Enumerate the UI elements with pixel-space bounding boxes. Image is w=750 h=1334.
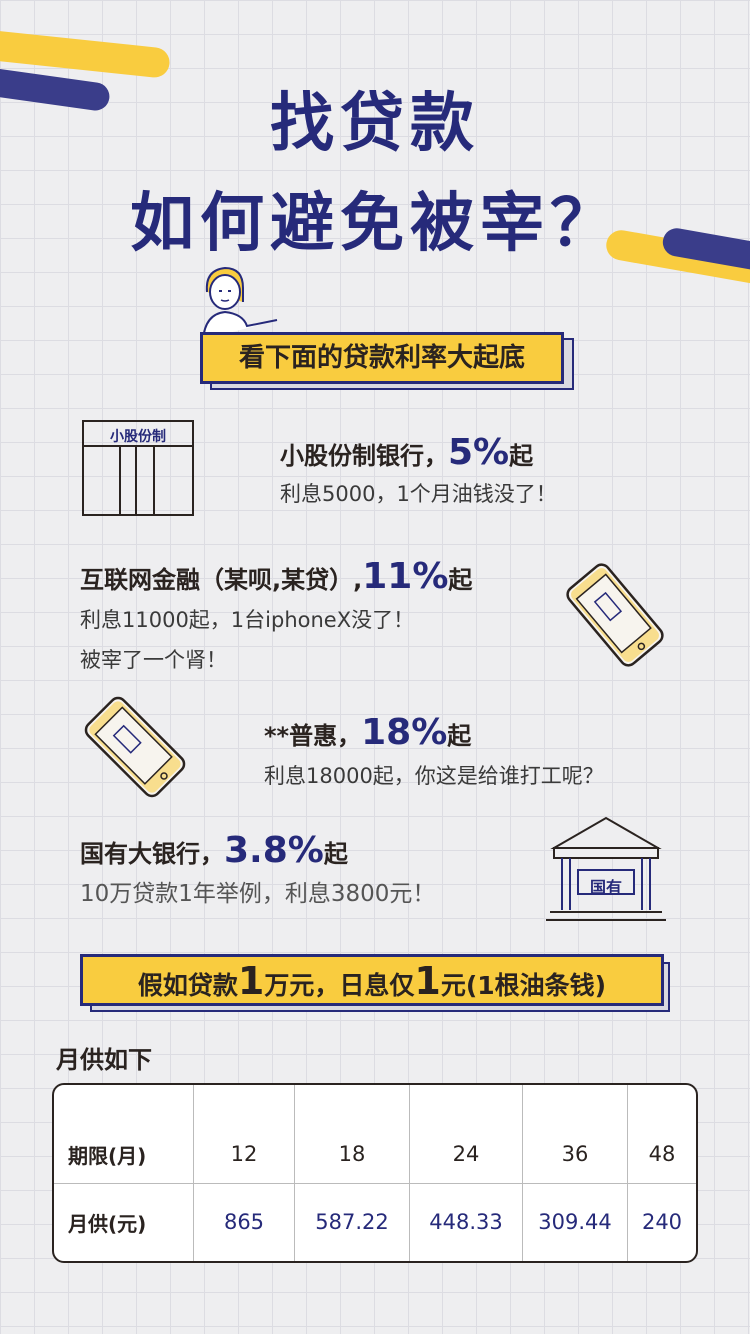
item-1-line1: 利息5000，1个月油钱没了！ bbox=[280, 482, 557, 506]
table-row: 期限(月) 12 18 24 36 48 bbox=[54, 1085, 696, 1184]
item-3-rate: 18% bbox=[361, 712, 448, 753]
bank-table-icon bbox=[82, 420, 194, 516]
item-2-line2: 被宰了一个肾！ bbox=[80, 648, 227, 672]
item-4-title: 国有大银行， bbox=[80, 840, 224, 868]
item-2-rate: 11% bbox=[362, 556, 449, 597]
table-row-label-term: 期限(月) bbox=[54, 1085, 194, 1184]
payment-cell: 309.44 bbox=[522, 1183, 628, 1261]
item-2-title-row: 互联网金融（某呗,某贷）,11%起 bbox=[80, 556, 472, 597]
loan-banner-text: 假如贷款1万元，日息仅1元(1根油条钱) bbox=[83, 957, 661, 1013]
page-title-line1: 找贷款 bbox=[270, 87, 480, 161]
table-row-label-payment: 月供(元) bbox=[54, 1183, 194, 1261]
term-cell: 24 bbox=[409, 1085, 523, 1184]
term-cell: 48 bbox=[627, 1085, 696, 1184]
item-3-title-row: **普惠，18%起 bbox=[264, 712, 471, 753]
item-1-title: 小股份制银行， bbox=[280, 442, 448, 470]
payment-table: 期限(月) 12 18 24 36 48 月供(元) 865 587.22 44… bbox=[54, 1085, 696, 1261]
intro-banner-text: 看下面的贷款利率大起底 bbox=[238, 343, 525, 373]
loan-banner: 假如贷款1万元，日息仅1元(1根油条钱) bbox=[80, 954, 664, 1006]
item-1-title-row: 小股份制银行，5%起 bbox=[280, 432, 533, 473]
payment-cell: 865 bbox=[193, 1183, 295, 1261]
item-2-line1: 利息11000起，1台iphoneX没了！ bbox=[80, 608, 415, 632]
term-cell: 18 bbox=[294, 1085, 410, 1184]
term-cell: 12 bbox=[193, 1085, 295, 1184]
term-cell: 36 bbox=[522, 1085, 628, 1184]
item-1-rate: 5% bbox=[448, 432, 510, 473]
item-3-line1: 利息18000起，你这是给谁打工呢？ bbox=[264, 764, 604, 788]
item-4-line1: 10万贷款1年举例，利息3800元！ bbox=[80, 881, 436, 907]
bank-building-label: 国有 bbox=[589, 878, 622, 897]
phone-icon-2 bbox=[84, 696, 186, 798]
item-4-suffix: 起 bbox=[323, 840, 348, 868]
bank-building-icon bbox=[546, 816, 666, 921]
phone-icon bbox=[566, 563, 664, 667]
page-title-line2: 如何避免被宰？ bbox=[130, 187, 620, 261]
item-2-title: 互联网金融（某呗,某贷）, bbox=[80, 566, 363, 594]
item-2-suffix: 起 bbox=[448, 566, 473, 594]
item-4-rate: 3.8% bbox=[224, 830, 324, 871]
bank-table-label: 小股份制 bbox=[110, 429, 166, 445]
loan-banner-num1: 1 bbox=[237, 959, 265, 1003]
payment-table-frame: 期限(月) 12 18 24 36 48 月供(元) 865 587.22 44… bbox=[52, 1083, 698, 1263]
item-3-title: **普惠， bbox=[264, 722, 362, 750]
loan-banner-num2: 1 bbox=[414, 959, 441, 1003]
item-4-title-row: 国有大银行，3.8%起 bbox=[80, 830, 348, 871]
loan-banner-part3: 元(1根油条钱) bbox=[440, 971, 607, 1000]
loan-banner-part1: 假如贷款 bbox=[137, 971, 238, 1000]
person-pointing-icon bbox=[202, 266, 278, 341]
loan-banner-part2: 万元，日息仅 bbox=[264, 971, 415, 1000]
table-heading: 月供如下 bbox=[56, 1046, 152, 1074]
table-row: 月供(元) 865 587.22 448.33 309.44 240 bbox=[54, 1183, 696, 1261]
item-3-suffix: 起 bbox=[447, 722, 472, 750]
intro-banner: 看下面的贷款利率大起底 bbox=[200, 332, 564, 384]
payment-cell: 448.33 bbox=[409, 1183, 523, 1261]
item-1-suffix: 起 bbox=[509, 442, 534, 470]
payment-cell: 240 bbox=[641, 1210, 683, 1235]
payment-cell: 587.22 bbox=[294, 1183, 410, 1261]
